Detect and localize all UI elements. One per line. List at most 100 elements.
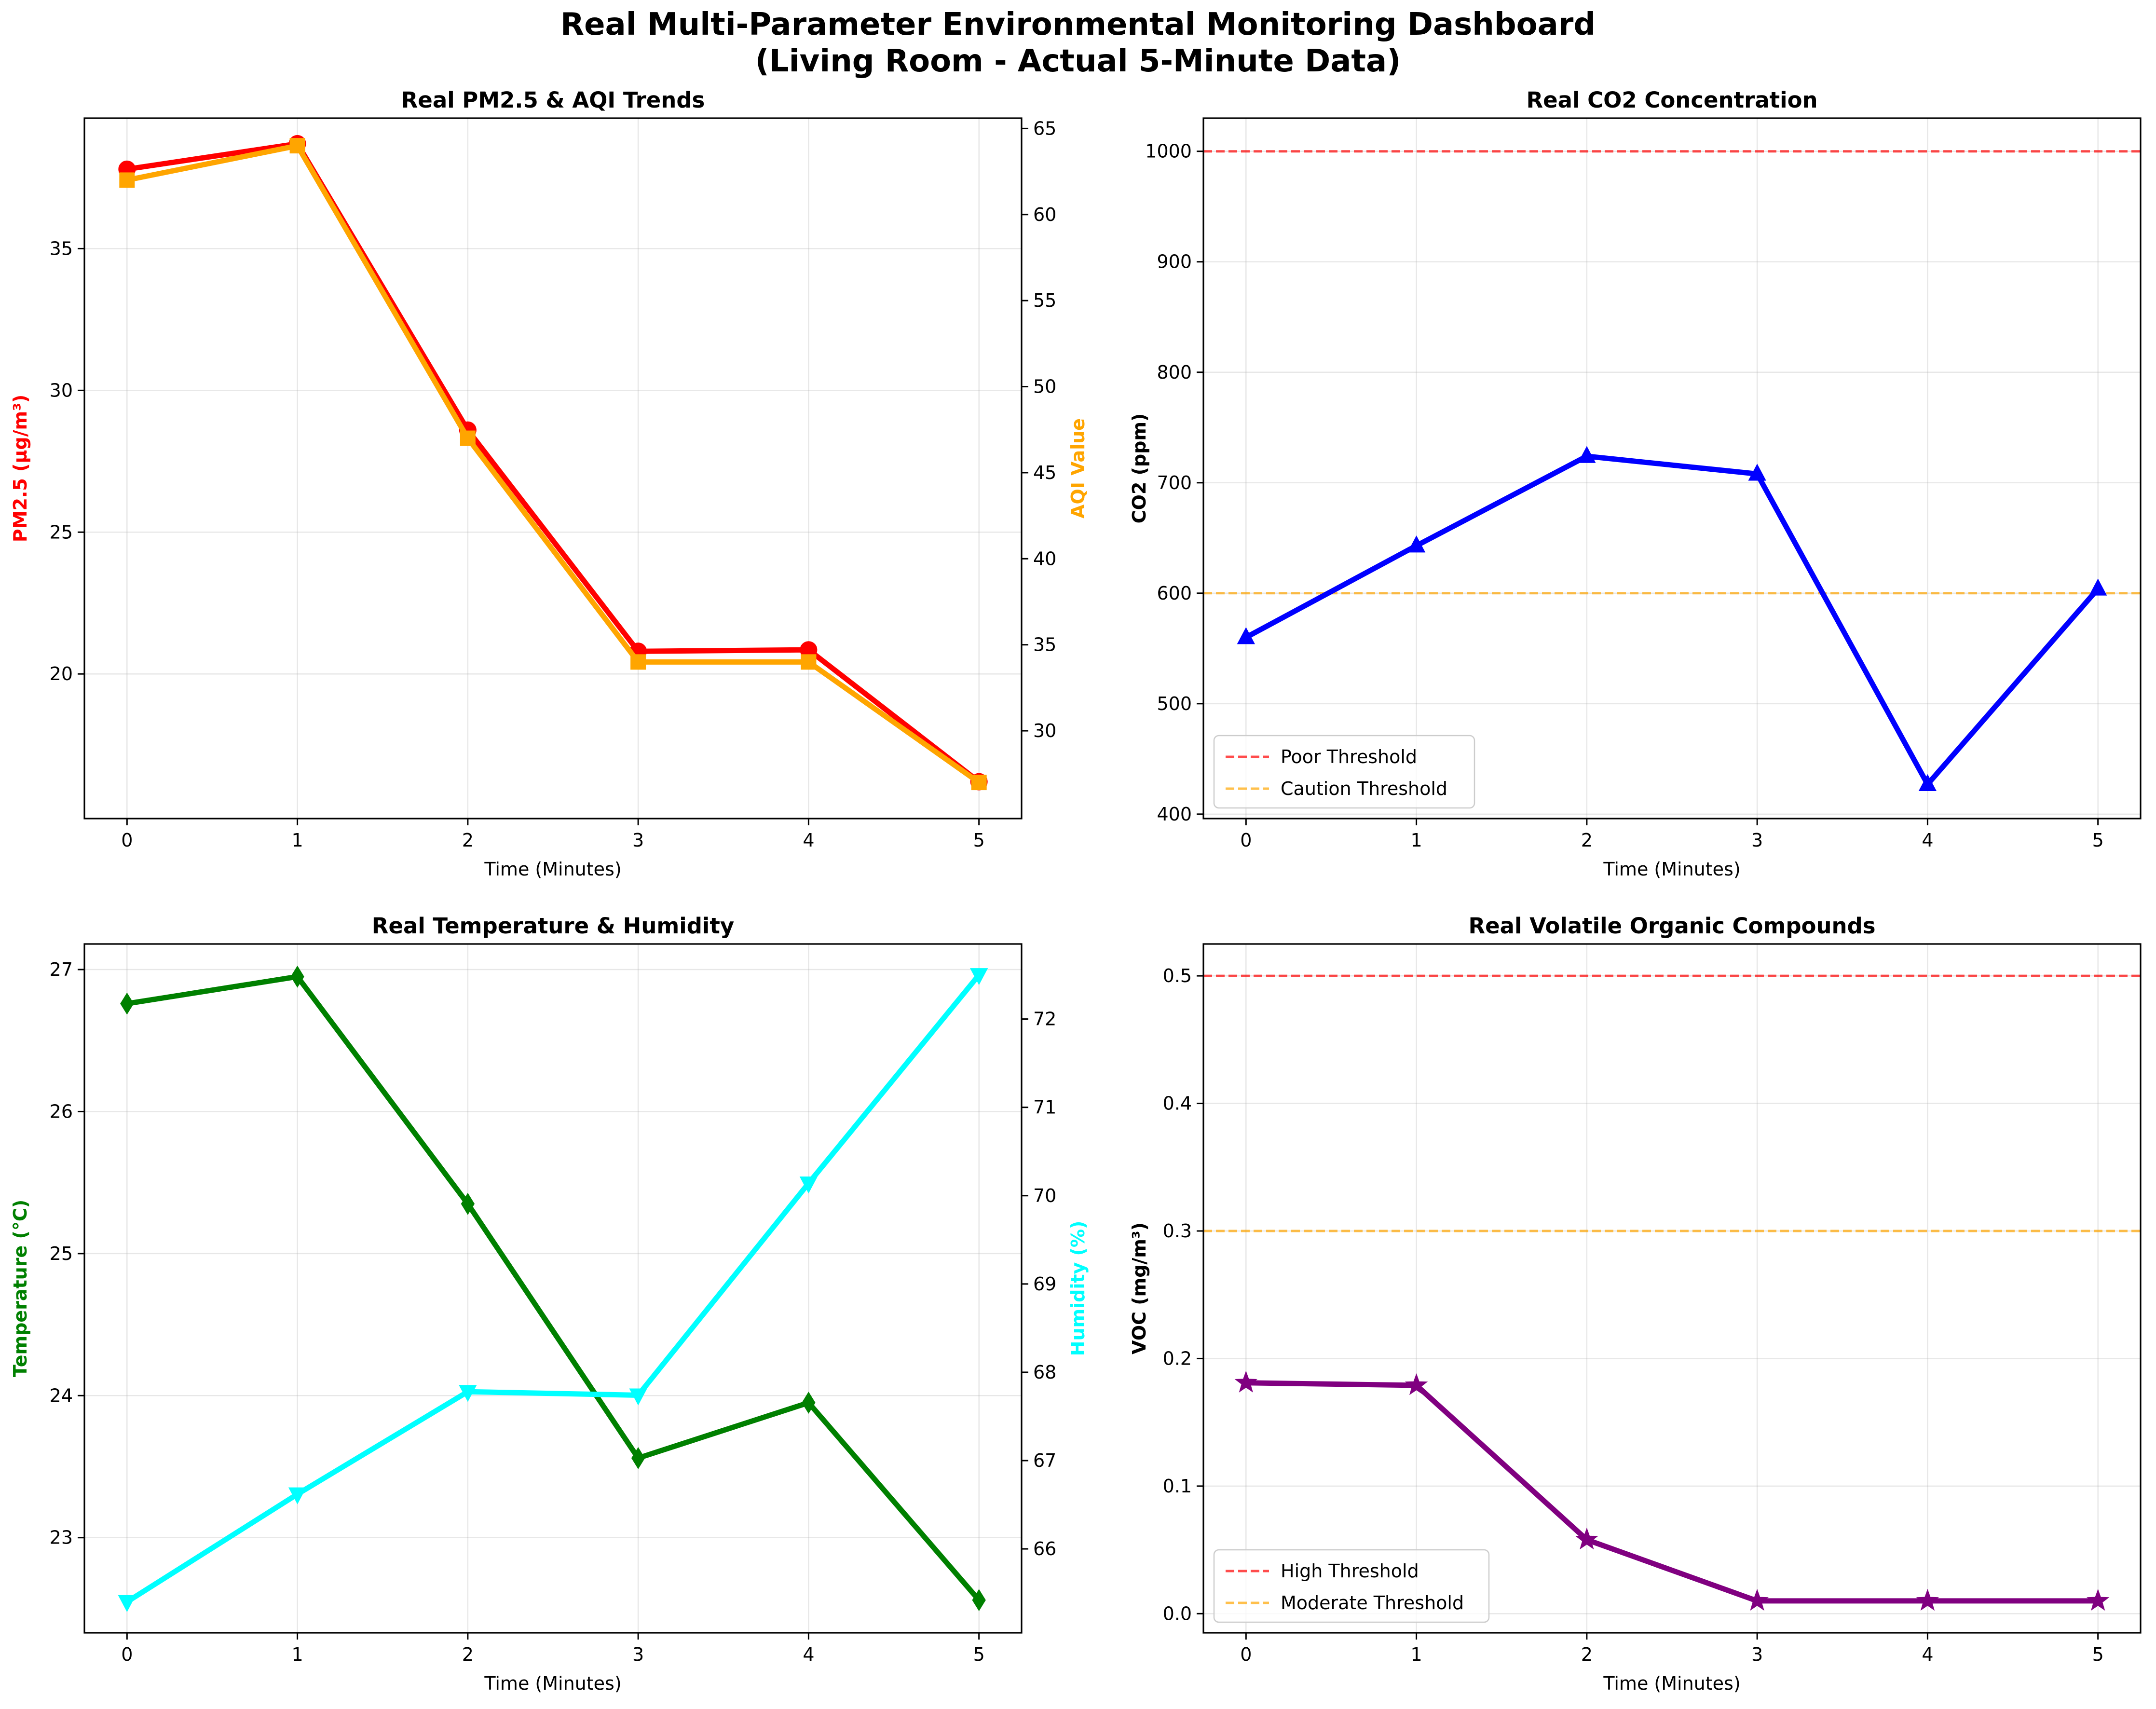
y-tick-label: 26 xyxy=(50,1101,73,1122)
y-tick-label: 25 xyxy=(50,521,73,543)
data-point xyxy=(1575,1528,1598,1550)
legend: Poor Threshold Caution Threshold xyxy=(1213,735,1475,809)
data-point xyxy=(2089,578,2107,596)
data-point xyxy=(288,1487,307,1504)
data-point xyxy=(630,654,646,670)
x-tick-label: 4 xyxy=(1922,830,1933,851)
y-tick-label: 0.4 xyxy=(1163,1093,1192,1114)
y-tick-label: 1000 xyxy=(1145,141,1192,162)
y-tick-label: 0.0 xyxy=(1163,1603,1192,1624)
x-axis-label: Time (Minutes) xyxy=(1603,1673,1740,1694)
y-tick-label: 600 xyxy=(1157,583,1192,604)
y-tick-label: 30 xyxy=(50,380,73,401)
x-tick-label: 3 xyxy=(632,1644,644,1665)
data-point xyxy=(1234,1370,1257,1393)
data-point xyxy=(2087,1588,2110,1611)
y2-tick-label: 72 xyxy=(1033,1009,1056,1030)
y-axis-label: CO2 (ppm) xyxy=(1129,413,1150,524)
y2-tick-label: 68 xyxy=(1033,1362,1056,1383)
data-point xyxy=(970,968,988,985)
y-tick-label: 400 xyxy=(1157,804,1192,825)
x-tick-label: 2 xyxy=(462,1644,474,1665)
x-tick-label: 0 xyxy=(1240,1644,1252,1665)
data-point xyxy=(972,1589,986,1612)
data-point xyxy=(1578,446,1596,463)
x-tick-label: 3 xyxy=(1751,830,1763,851)
x-tick-label: 1 xyxy=(1410,830,1422,851)
x-tick-label: 4 xyxy=(803,830,814,851)
y2-tick-label: 67 xyxy=(1033,1450,1056,1471)
x-tick-label: 3 xyxy=(632,830,644,851)
y2-tick-label: 40 xyxy=(1033,548,1056,569)
y2-tick-label: 45 xyxy=(1033,462,1056,483)
x-axis-label: Time (Minutes) xyxy=(1603,859,1740,880)
y-tick-label: 20 xyxy=(50,663,73,684)
x-tick-label: 4 xyxy=(803,1644,814,1665)
data-point xyxy=(120,992,134,1015)
y2-tick-label: 70 xyxy=(1033,1185,1056,1206)
subplot-title: Real CO2 Concentration xyxy=(1526,87,1817,113)
legend-entry-label: Caution Threshold xyxy=(1281,778,1447,799)
y-tick-label: 23 xyxy=(50,1527,73,1548)
data-point xyxy=(461,1192,475,1215)
gridlines xyxy=(84,944,1022,1633)
data-point xyxy=(1916,1588,1939,1611)
x-axis-label: Time (Minutes) xyxy=(484,1673,621,1694)
y-tick-label: 0.1 xyxy=(1163,1476,1192,1497)
data-point xyxy=(799,1176,818,1194)
y2-tick-label: 30 xyxy=(1033,720,1056,741)
data-point xyxy=(1748,464,1766,481)
y-axis-label: VOC (mg/m³) xyxy=(1129,1222,1150,1354)
series-0 xyxy=(1237,446,2107,792)
gridlines xyxy=(84,118,1022,819)
gridlines xyxy=(1203,944,2141,1633)
y-tick-label: 0.3 xyxy=(1163,1220,1192,1242)
axes-frame xyxy=(1202,943,2142,1634)
data-point xyxy=(1405,1373,1428,1395)
series-0 xyxy=(118,135,988,791)
chart-voc: 0 1 2 3 4 5 0.0 0.1 0.2 0.3 0.4 0.5 Real Volatile Or… xyxy=(1129,913,2142,1694)
y2-tick-label: 69 xyxy=(1033,1273,1056,1295)
y-tick-label: 0.2 xyxy=(1163,1348,1192,1369)
y-tick-label: 25 xyxy=(50,1243,73,1264)
y2-tick-label: 65 xyxy=(1033,118,1056,139)
data-point xyxy=(1407,535,1426,553)
y-tick-label: 500 xyxy=(1157,693,1192,714)
y-axis-label: Temperature (°C) xyxy=(10,1200,31,1377)
x-tick-label: 3 xyxy=(1751,1644,1763,1665)
legend-box xyxy=(1213,735,1475,809)
series-1 xyxy=(118,968,988,1613)
figure-title-line2: (Living Room - Actual 5-Minute Data) xyxy=(755,43,1401,79)
data-point xyxy=(119,172,135,188)
y2-tick-label: 50 xyxy=(1033,376,1056,397)
data-point xyxy=(460,430,476,446)
chart-co2: 0 1 2 3 4 5 400 500 600 700 800 900 1000 Real CO2 Con… xyxy=(1129,87,2142,880)
series-0 xyxy=(1234,1370,2110,1611)
subplot-title: Real PM2.5 & AQI Trends xyxy=(401,87,705,113)
y-tick-label: 800 xyxy=(1157,362,1192,383)
y2-axis-label: Humidity (%) xyxy=(1067,1221,1089,1356)
y2-tick-label: 60 xyxy=(1033,204,1056,225)
data-point xyxy=(459,1385,477,1402)
subplot-title: Real Temperature & Humidity xyxy=(372,913,734,939)
x-tick-label: 0 xyxy=(121,830,133,851)
axes-frame xyxy=(83,117,1023,820)
series-line xyxy=(126,143,981,785)
y2-axis-label: AQI Value xyxy=(1067,418,1089,519)
data-point xyxy=(971,775,987,791)
series-1 xyxy=(119,138,987,791)
y-tick-label: 27 xyxy=(50,959,73,980)
data-point xyxy=(629,1388,647,1406)
legend-entry-label: Poor Threshold xyxy=(1281,746,1417,767)
subplot-title: Real Volatile Organic Compounds xyxy=(1468,913,1875,939)
data-point xyxy=(802,1392,816,1414)
legend: High Threshold Moderate Threshold xyxy=(1213,1549,1490,1623)
data-point xyxy=(631,1447,645,1469)
data-point xyxy=(118,1595,136,1613)
x-tick-label: 5 xyxy=(973,830,985,851)
legend-entry-label: High Threshold xyxy=(1281,1560,1419,1582)
y2-tick-label: 66 xyxy=(1033,1538,1056,1559)
